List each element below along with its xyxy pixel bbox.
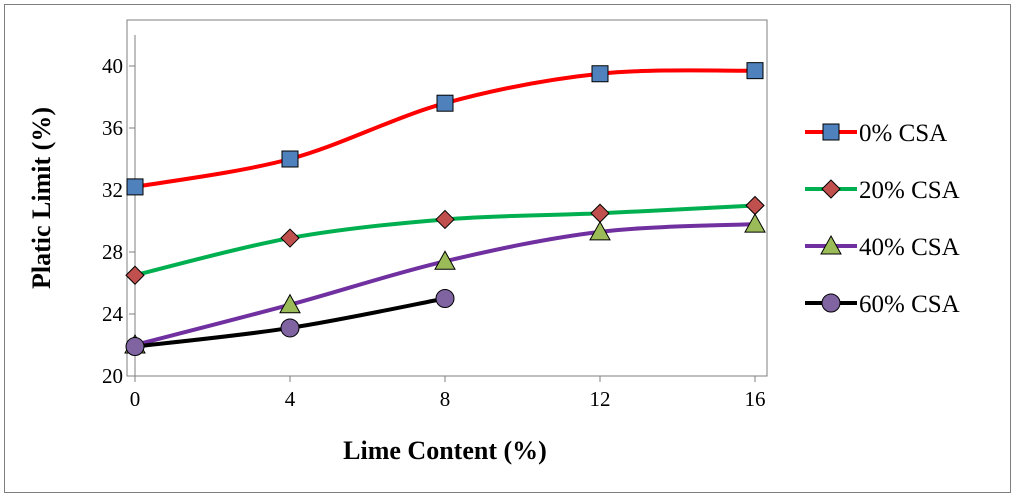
- legend-swatch-marker: [822, 123, 840, 141]
- legend-swatch-marker: [821, 179, 841, 199]
- y-tick-label: 32: [102, 178, 123, 202]
- data-point: [436, 94, 454, 112]
- series-line-0: [133, 68, 757, 189]
- legend-label: 40% CSA: [859, 234, 960, 261]
- legend-label: 20% CSA: [859, 177, 960, 204]
- data-point: [590, 203, 610, 223]
- x-axis-title: Lime Content (%): [343, 436, 547, 465]
- x-tick-label: 12: [590, 387, 611, 411]
- markers-layer: [124, 62, 766, 357]
- data-point: [435, 289, 455, 308]
- legend: 0% CSA 20% CSA 40% CSA 60% CSA: [805, 120, 960, 318]
- y-tick-label: 36: [102, 116, 123, 140]
- data-point: [589, 220, 611, 241]
- legend-swatch-marker: [820, 234, 842, 255]
- y-tick-label: 28: [102, 240, 123, 264]
- legend-swatch-marker: [821, 293, 841, 313]
- x-tick-label: 16: [745, 387, 766, 411]
- data-point: [280, 228, 300, 248]
- data-point: [744, 213, 766, 233]
- y-tick-label: 20: [102, 364, 123, 388]
- data-point: [125, 337, 145, 357]
- legend-label: 0% CSA: [859, 120, 947, 147]
- series-line-2: [133, 222, 757, 347]
- data-point: [126, 178, 144, 196]
- legend-label: 60% CSA: [859, 291, 960, 318]
- data-point: [591, 65, 609, 83]
- axes: 20 24 28 32 36 40 0 4 8 12 16: [102, 35, 766, 411]
- data-point: [434, 250, 456, 270]
- data-point: [280, 318, 300, 338]
- y-tick-label: 24: [102, 302, 124, 326]
- x-tick-label: 8: [440, 387, 451, 411]
- data-point: [281, 150, 299, 168]
- data-point: [279, 293, 301, 314]
- data-point: [125, 265, 145, 285]
- data-point: [745, 195, 765, 216]
- x-tick-label: 4: [285, 387, 296, 411]
- y-axis-title: Platic Limit (%): [27, 107, 56, 289]
- data-point: [435, 209, 455, 230]
- x-tick-label: 0: [130, 387, 141, 411]
- data-point: [746, 62, 764, 80]
- y-tick-label: 40: [102, 54, 123, 78]
